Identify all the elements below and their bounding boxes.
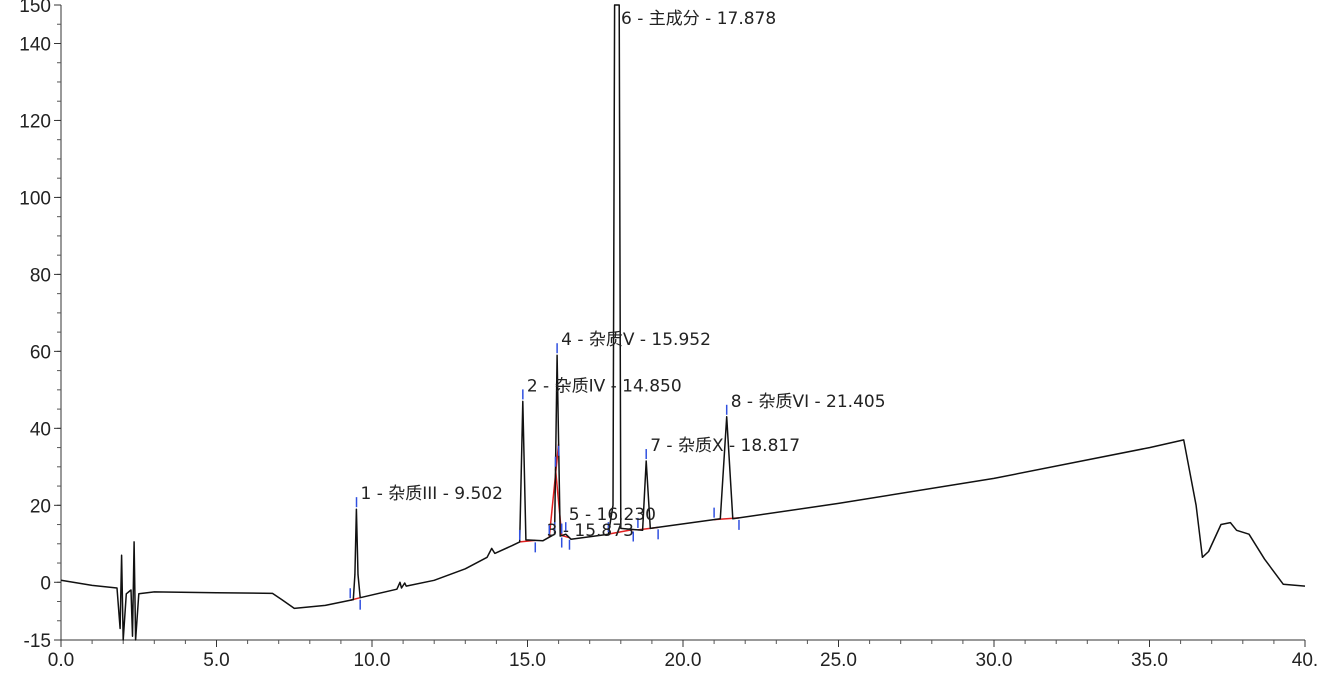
peak-label: 2 - 杂质IV - 14.850 [527,376,682,396]
y-tick-label: 0 [40,573,51,594]
x-tick-label: 30.0 [976,650,1013,671]
y-tick-label: 80 [30,265,51,286]
axes: -15 0 20 40 60 80 100 120 140 150 0.0 5.0 10.0 15.0 20… [19,0,1318,671]
x-tick-label: 15.0 [509,650,546,671]
y-tick-label: 60 [30,342,51,363]
peak-label: 6 - 主成分 - 17.878 [621,9,776,29]
y-tick-label: 120 [19,111,51,132]
x-tick-label: 0.0 [48,650,74,671]
peak-label: 1 - 杂质III - 9.502 [361,484,503,504]
x-tick-label: 5.0 [203,650,229,671]
x-tick-label: 10.0 [354,650,391,671]
y-tick-label: 100 [19,188,51,209]
y-tick-label: 20 [30,496,51,517]
y-tick-label: -15 [24,631,51,652]
x-tick-label: 25.0 [820,650,857,671]
y-tick-label: 150 [19,0,51,17]
x-tick-label: 35.0 [1131,650,1168,671]
peak-label: 8 - 杂质VI - 21.405 [731,392,886,412]
y-tick-label: 140 [19,34,51,55]
peak-label: 4 - 杂质V - 15.952 [561,330,711,350]
chromatogram-trace [60,4,1306,641]
peak-baseline [608,528,634,535]
peak-baseline [548,443,560,538]
integration-markers [349,343,740,610]
peak-labels: 1 - 杂质III - 9.502 2 - 杂质IV - 14.850 3 - 15… [361,9,886,541]
peak-label: 5 - 16.230 [569,505,656,525]
peak-label: 3 - 15.873 [547,521,634,541]
x-tick-label: 20.0 [665,650,702,671]
y-tick-label: 40 [30,419,51,440]
peak-baselines [350,443,740,601]
peak-label: 7 - 杂质X - 18.817 [650,436,800,456]
x-tick-label: 40. [1292,650,1318,671]
